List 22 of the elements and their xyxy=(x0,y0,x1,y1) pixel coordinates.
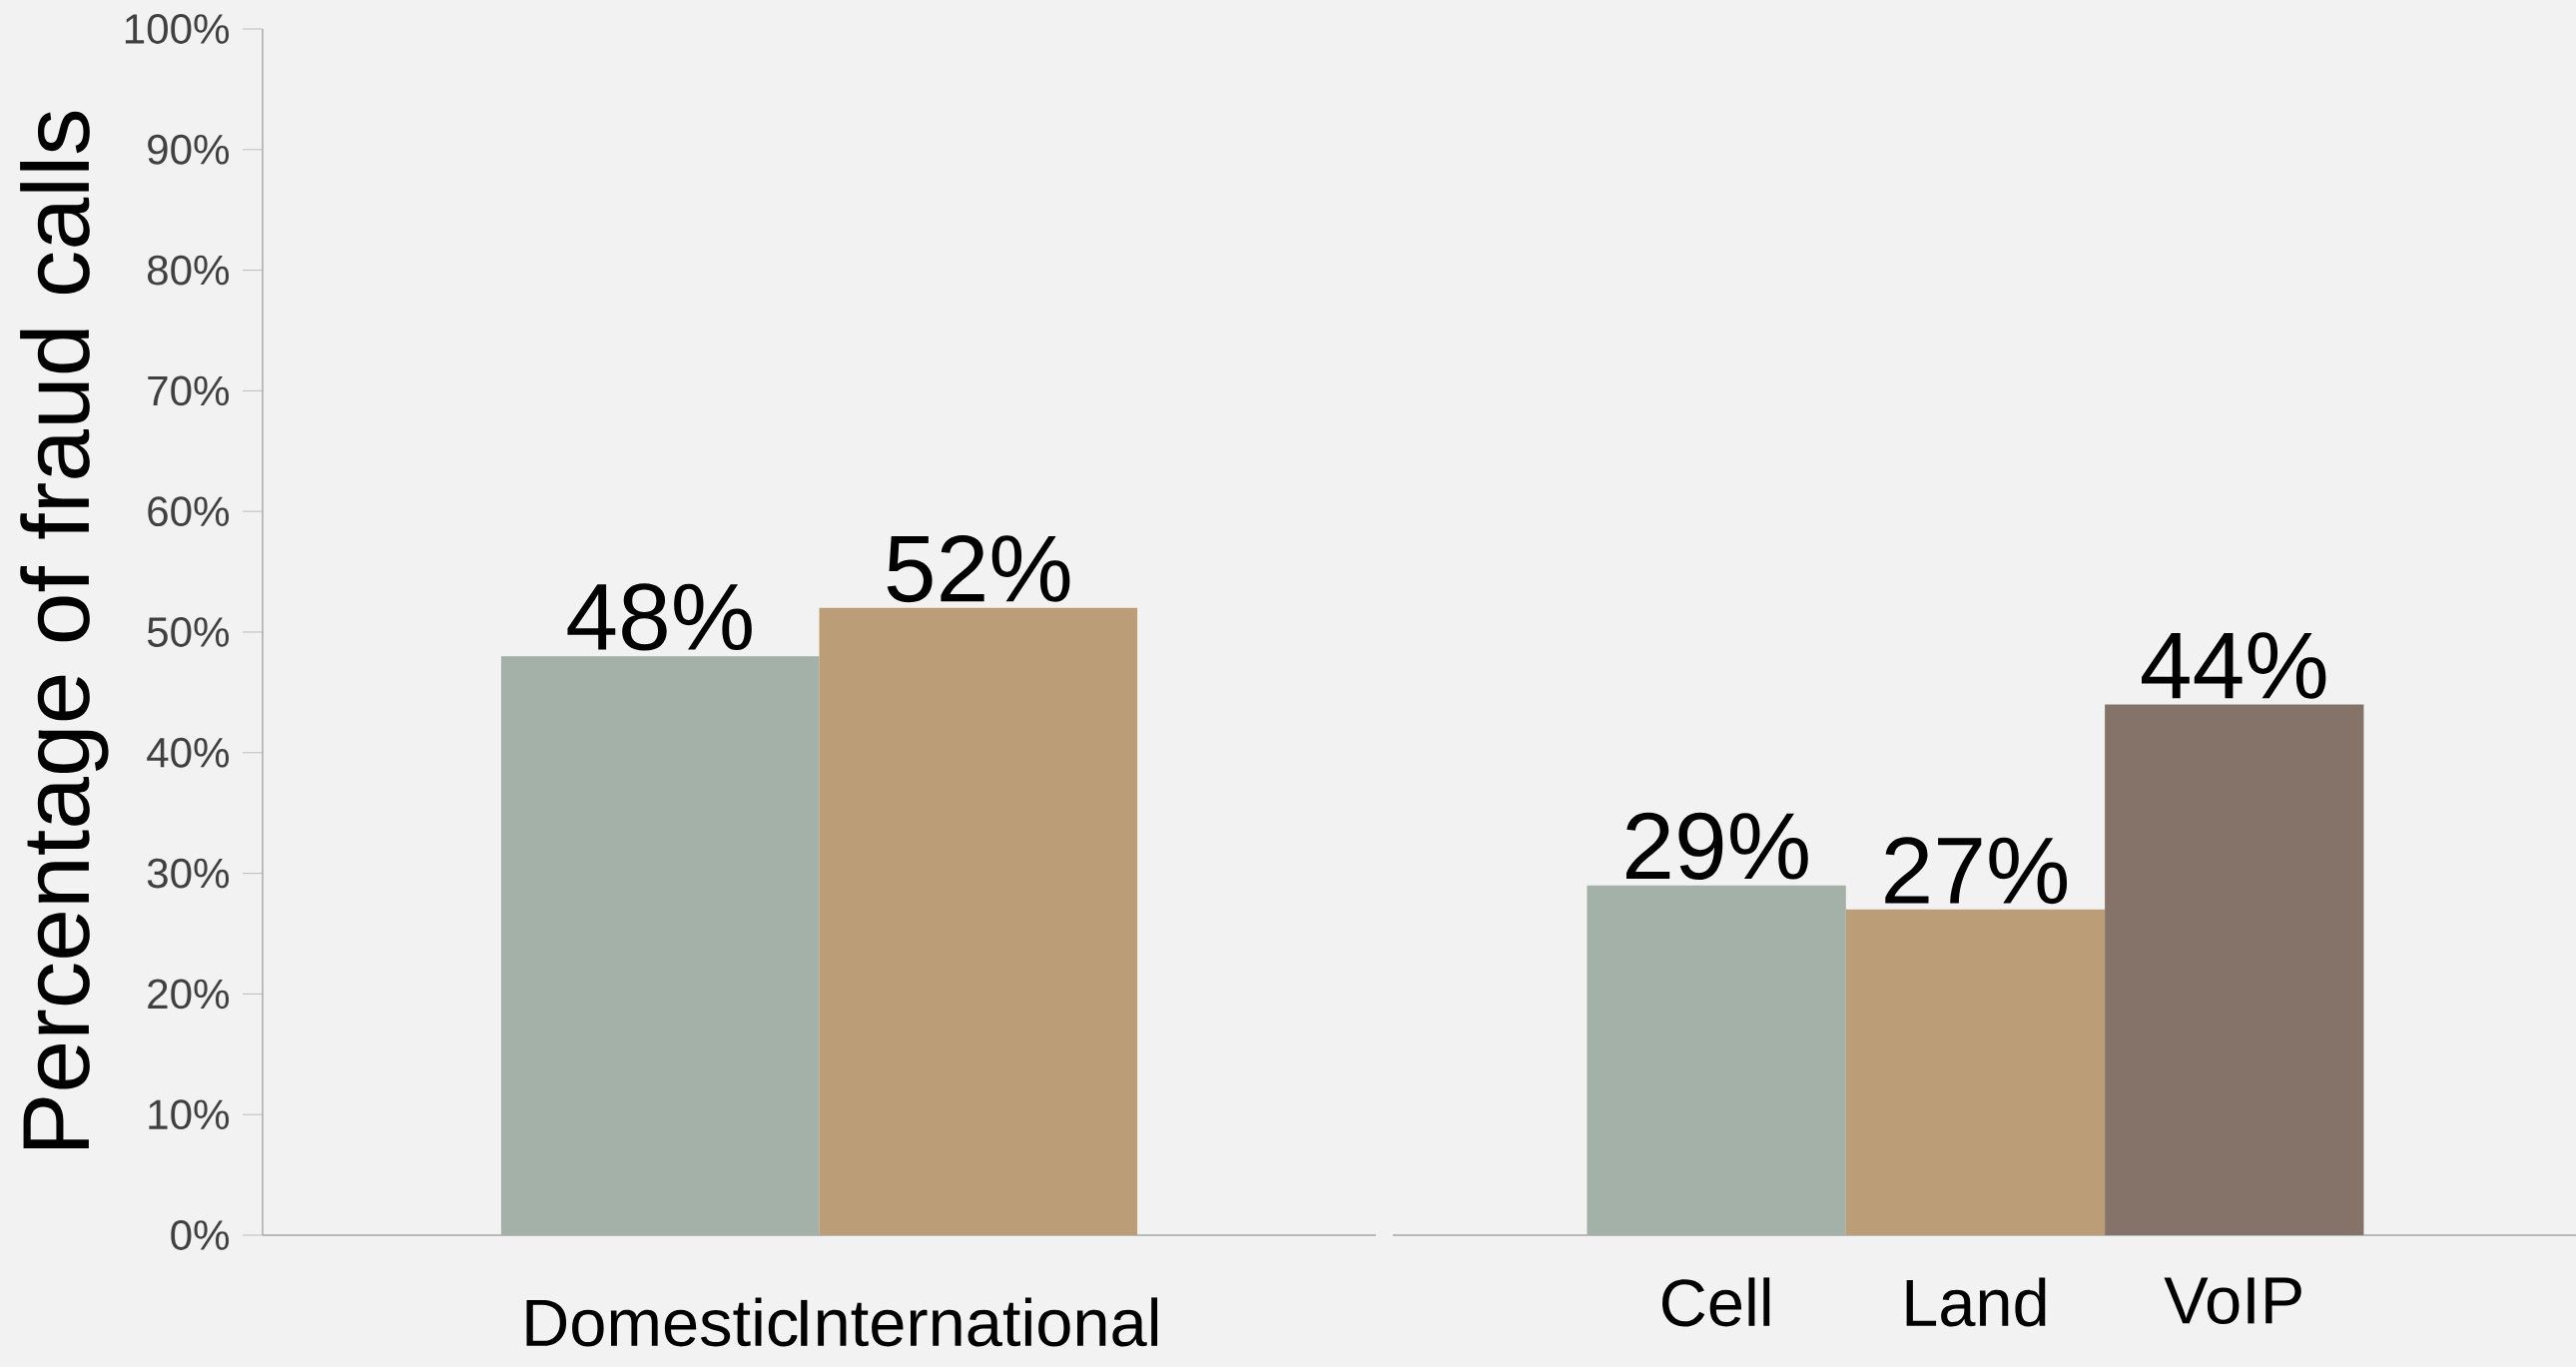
x-tick-label: Cell xyxy=(1662,1277,1770,1327)
y-tick-label: 10% xyxy=(149,1099,230,1130)
y-tick-label: 20% xyxy=(148,979,230,1010)
data-label: 27% xyxy=(1885,837,2068,905)
y-tick-label: 40% xyxy=(147,737,230,768)
y-tick-label: 50% xyxy=(147,617,230,647)
data-label: 29% xyxy=(1626,812,1808,880)
data-label: 52% xyxy=(887,534,1070,603)
data-label: 48% xyxy=(567,583,752,651)
y-tick-label: 90% xyxy=(148,134,230,165)
data-label: 44% xyxy=(2142,632,2326,699)
y-tick-label: 0% xyxy=(171,1220,230,1250)
y-tick-label: 70% xyxy=(148,375,230,406)
x-tick-label: International xyxy=(801,1297,1158,1347)
x-tick-label: VoIP xyxy=(2164,1277,2301,1325)
y-tick-label: 60% xyxy=(148,496,230,527)
x-tick-label: Domestic xyxy=(526,1297,798,1347)
y-tick-label: 100% xyxy=(125,14,230,44)
y-axis-title: Percentage of fraud calls xyxy=(20,111,109,1149)
y-tick-label: 30% xyxy=(147,858,230,889)
x-tick-label: Land xyxy=(1906,1277,2046,1327)
y-tick-label: 80% xyxy=(148,255,230,286)
